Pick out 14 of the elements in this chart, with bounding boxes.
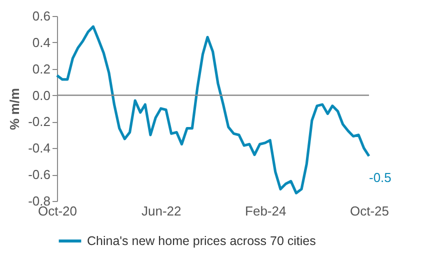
x-tick-label: Feb-24 [245,204,286,218]
x-tick-label: Oct-25 [350,204,390,218]
y-tick-label: 0.2 [32,61,50,76]
y-tick-label: -0.6 [28,167,50,182]
y-tick-label: -0.2 [28,114,50,130]
y-tick-label: 0.4 [32,34,50,50]
legend-label: China's new home prices across 70 cities [87,234,316,248]
y-tick-label: -0.4 [28,140,50,156]
x-tick-label: Jun-22 [142,204,182,218]
y-tick-label: 0.0 [32,88,50,103]
line-series [56,25,370,194]
y-axis-title: % m/m [7,88,22,130]
data-label: -0.5 [369,170,392,186]
y-tick-label: 0.6 [32,8,50,24]
